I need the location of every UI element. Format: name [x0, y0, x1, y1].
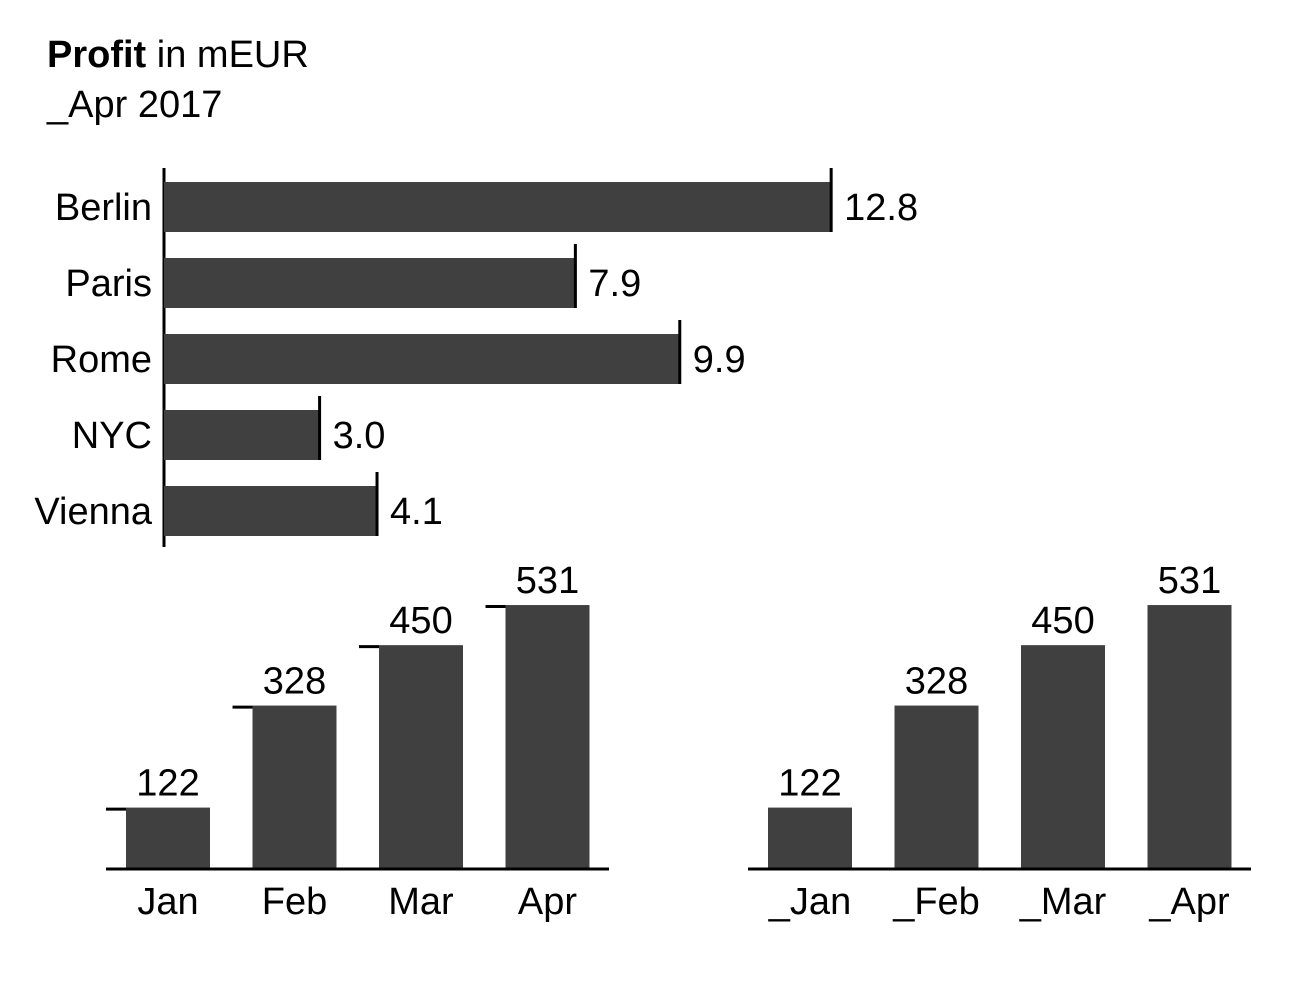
category-label-left-chart-feb: Feb — [262, 881, 327, 923]
value-label-left-chart-jan: 122 — [136, 763, 199, 805]
chart-subtitle: _Apr 2017 — [47, 84, 223, 126]
value-label-right-chart-jan: 122 — [778, 763, 841, 805]
category-label-right-chart-jan: _Jan — [768, 881, 851, 923]
bar-left-chart-jan — [126, 807, 210, 868]
category-label-berlin: Berlin — [55, 187, 152, 229]
bar-vienna — [164, 486, 379, 536]
chart-title-rest: in mEUR — [146, 34, 309, 76]
value-label-right-chart-apr: 531 — [1158, 560, 1221, 602]
bar-rome — [164, 334, 681, 384]
category-label-rome: Rome — [51, 339, 152, 381]
category-label-paris: Paris — [65, 263, 152, 305]
value-label-left-chart-mar: 450 — [389, 600, 452, 642]
bar-berlin — [164, 182, 833, 232]
bar-right-chart-apr — [1147, 605, 1232, 868]
bar-paris — [164, 258, 577, 308]
category-label-vienna: Vienna — [34, 491, 153, 533]
bar-nyc — [164, 410, 321, 460]
category-label-nyc: NYC — [72, 415, 152, 457]
value-label-left-chart-apr: 531 — [516, 560, 579, 602]
category-label-right-chart-apr: _Apr — [1148, 881, 1230, 923]
value-label-berlin: 12.8 — [844, 187, 918, 229]
chart-title: Profit in mEUR — [47, 32, 309, 78]
category-label-left-chart-jan: Jan — [137, 881, 198, 923]
bar-left-chart-mar — [379, 645, 463, 868]
value-label-paris: 7.9 — [588, 263, 641, 305]
bar-right-chart-jan — [768, 807, 852, 868]
value-label-rome: 9.9 — [693, 339, 746, 381]
category-label-left-chart-mar: Mar — [388, 881, 454, 923]
category-label-left-chart-apr: Apr — [518, 881, 577, 923]
bar-right-chart-mar — [1021, 645, 1105, 868]
value-label-right-chart-mar: 450 — [1031, 600, 1094, 642]
category-label-right-chart-mar: _Mar — [1019, 881, 1107, 923]
bar-left-chart-apr — [505, 605, 590, 868]
category-label-right-chart-feb: _Feb — [892, 881, 980, 923]
value-label-left-chart-feb: 328 — [263, 661, 326, 703]
value-label-vienna: 4.1 — [390, 491, 443, 533]
value-label-nyc: 3.0 — [333, 415, 386, 457]
bar-left-chart-feb — [252, 705, 337, 868]
value-label-right-chart-feb: 328 — [905, 661, 968, 703]
bar-right-chart-feb — [894, 705, 979, 868]
chart-title-bold: Profit — [47, 34, 147, 76]
